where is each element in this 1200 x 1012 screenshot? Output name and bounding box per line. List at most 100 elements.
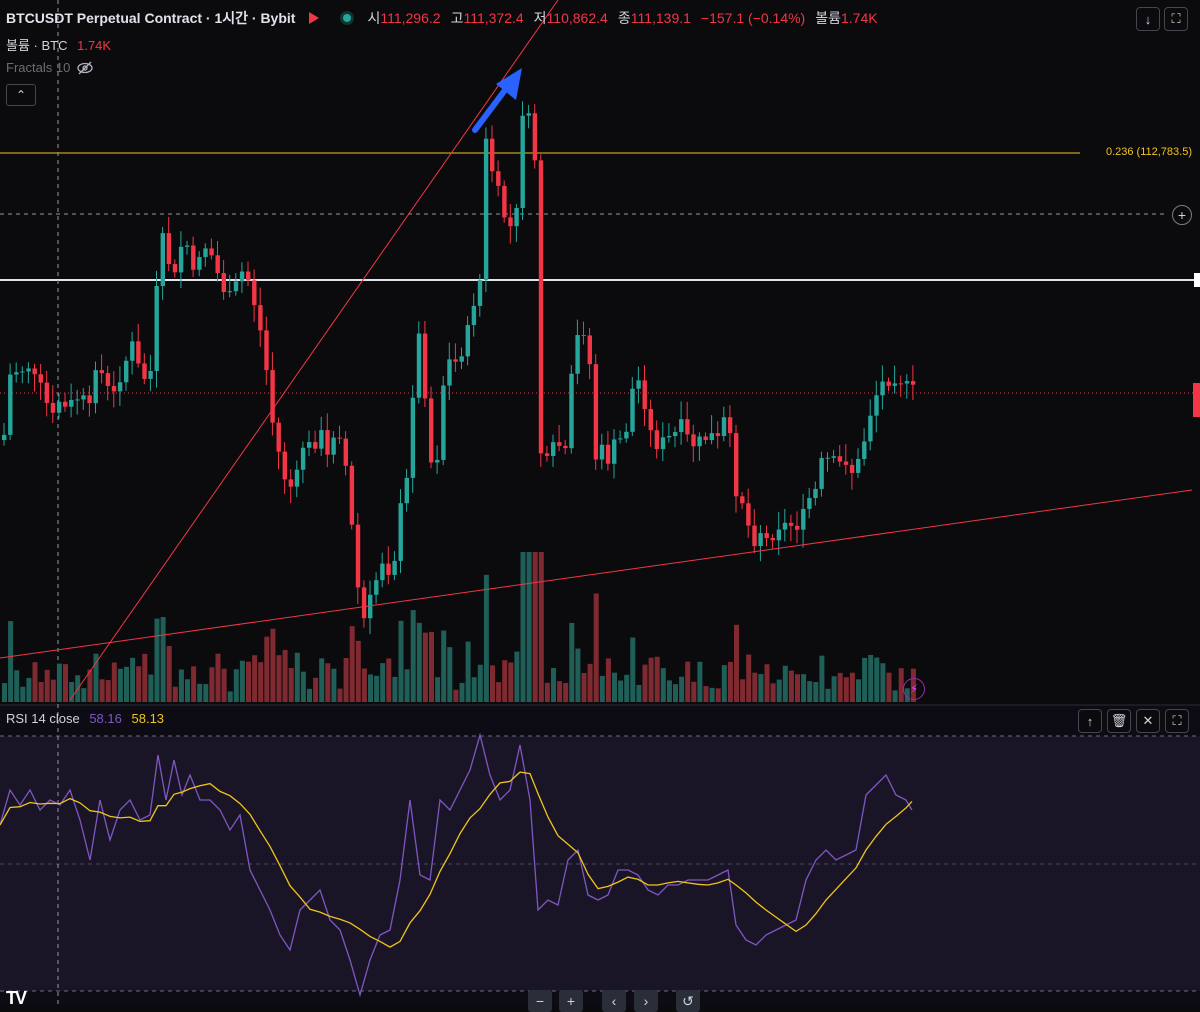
fractals-legend[interactable]: Fractals 10 xyxy=(6,60,94,75)
volume-bar xyxy=(447,647,453,702)
eye-off-icon[interactable] xyxy=(76,61,94,75)
plus-icon[interactable]: + xyxy=(559,990,583,1012)
candle-body xyxy=(666,436,672,438)
volume-bar xyxy=(270,628,276,702)
volume-bar xyxy=(343,658,349,702)
candle-body xyxy=(593,364,599,460)
volume-legend[interactable]: 볼륨 · BTC 1.74K xyxy=(6,35,115,54)
candle-body xyxy=(764,533,769,539)
candle-body xyxy=(874,395,879,416)
volume-bar xyxy=(813,682,819,702)
chevron-up-icon[interactable]: ⌃ xyxy=(6,84,36,106)
candle-body xyxy=(856,458,861,473)
candle-body xyxy=(477,280,483,306)
reset-icon[interactable]: ↺ xyxy=(676,990,700,1012)
candle-body xyxy=(392,560,397,575)
candle-body xyxy=(435,459,440,463)
trendline-support[interactable] xyxy=(0,489,1193,659)
minus-icon[interactable]: − xyxy=(528,990,552,1012)
candle-body xyxy=(221,273,226,293)
symbol-title[interactable]: BTCUSDT Perpetual Contract · 1시간 · Bybit xyxy=(6,10,296,26)
candle-body xyxy=(898,383,904,385)
candle-body xyxy=(56,401,62,413)
volume-bar xyxy=(136,666,142,702)
candle-body xyxy=(538,160,544,454)
ohlc-low: 저110,862.4 xyxy=(533,10,608,26)
maximize-icon[interactable]: ⛶ xyxy=(1165,709,1189,733)
candle-body xyxy=(727,417,733,434)
candle-body xyxy=(2,434,7,440)
arrow-up-icon[interactable]: ↑ xyxy=(1078,709,1102,733)
candles xyxy=(2,101,916,635)
candle-body xyxy=(886,381,891,386)
volume-bar xyxy=(673,684,678,702)
candle-body xyxy=(148,370,153,379)
volume-bar xyxy=(862,657,868,702)
candle-body xyxy=(441,385,446,460)
candle-body xyxy=(703,436,708,440)
candle-body xyxy=(319,430,324,449)
volume-bar xyxy=(142,653,148,702)
candle-body xyxy=(544,453,550,456)
lightning-icon[interactable]: ⚡ xyxy=(903,678,925,700)
candle-body xyxy=(447,359,452,386)
candle-body xyxy=(453,359,458,362)
volume-bar xyxy=(2,683,7,702)
volume-bars xyxy=(2,552,916,702)
candle-body xyxy=(490,138,495,172)
candle-body xyxy=(227,291,233,293)
candle-body xyxy=(288,479,294,487)
header-volume: 볼륨1.74K xyxy=(815,10,878,26)
candle-body xyxy=(715,433,721,436)
arrow-down-icon[interactable]: ↓ xyxy=(1136,7,1160,31)
candle-body xyxy=(752,525,757,547)
candle-body xyxy=(178,246,184,273)
white-line-handle[interactable] xyxy=(1194,273,1200,287)
candle-body xyxy=(569,373,574,449)
volume-bar xyxy=(215,653,221,702)
candle-body xyxy=(422,333,428,399)
candle-body xyxy=(50,402,56,413)
volume-bar xyxy=(319,658,325,702)
candle-body xyxy=(514,208,519,227)
volume-bar xyxy=(727,661,733,702)
candle-body xyxy=(721,417,727,436)
volume-bar xyxy=(886,672,892,702)
volume-legend-value: 1.74K xyxy=(77,38,112,53)
candle-body xyxy=(599,444,605,460)
volume-bar xyxy=(185,679,190,702)
candle-body xyxy=(648,409,653,431)
volume-bar xyxy=(575,648,581,702)
chevron-right-icon[interactable]: › xyxy=(634,990,658,1012)
candle-body xyxy=(904,381,910,384)
candle-body xyxy=(44,382,50,403)
candle-body xyxy=(160,233,165,287)
candle-body xyxy=(361,587,367,619)
candle-body xyxy=(282,451,287,480)
close-icon[interactable]: ✕ xyxy=(1136,709,1160,733)
trendline-steep[interactable] xyxy=(69,0,559,701)
volume-bar xyxy=(368,674,373,702)
volume-bar xyxy=(831,676,837,702)
candle-body xyxy=(368,594,373,619)
candle-body xyxy=(843,461,849,465)
candle-body xyxy=(410,397,416,478)
chevron-left-icon[interactable]: ‹ xyxy=(602,990,626,1012)
maximize-icon[interactable]: ⛶ xyxy=(1164,7,1188,31)
red-flag-icon[interactable] xyxy=(309,12,320,24)
candle-body xyxy=(154,286,159,371)
trash-icon[interactable]: 🗑 xyxy=(1107,709,1131,733)
volume-bar xyxy=(300,671,306,702)
fib-level-label[interactable]: 0.236 (112,783.5) xyxy=(1105,146,1192,158)
arrow-annotation[interactable] xyxy=(472,68,522,133)
volume-bar xyxy=(429,631,434,702)
volume-bar xyxy=(544,682,550,702)
plus-circle-icon[interactable]: + xyxy=(1172,205,1192,225)
volume-bar xyxy=(111,662,117,702)
volume-bar xyxy=(331,668,337,702)
volume-bar xyxy=(520,552,526,702)
candle-body xyxy=(307,442,312,448)
rsi-legend[interactable]: RSI 14 close 58.16 58.13 xyxy=(6,711,164,726)
volume-bar xyxy=(32,662,38,702)
